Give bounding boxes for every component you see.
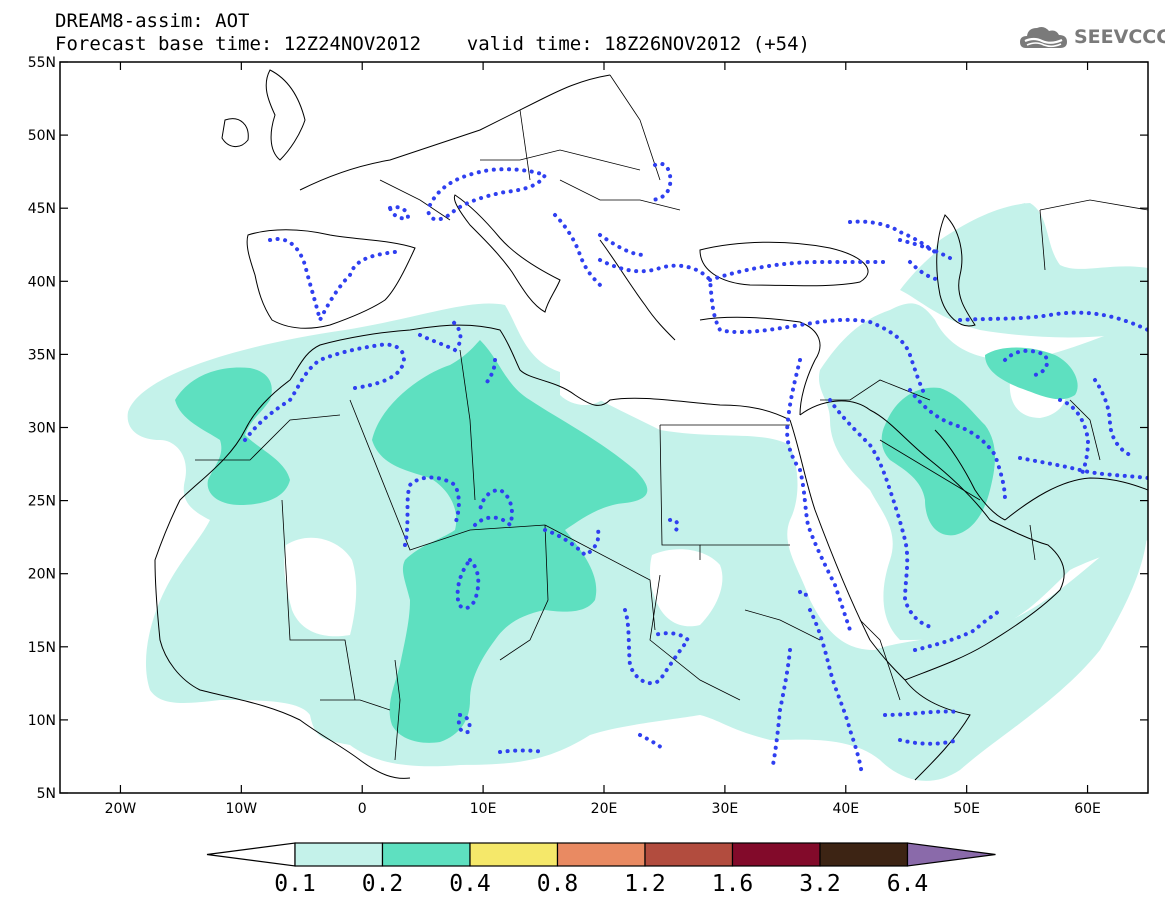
lat-tick-label: 25N	[28, 494, 56, 510]
colorbar-label: 6.4	[887, 871, 929, 897]
colorbar-label: 1.6	[712, 871, 754, 897]
country-borders	[195, 74, 1148, 761]
logo: SEEVCCC	[1018, 22, 1165, 52]
colorbar-box	[294, 842, 384, 867]
lon-tick-label: 50E	[953, 801, 980, 817]
lon-tick-label: 40E	[832, 801, 859, 817]
colorbar-under-triangle	[206, 842, 296, 867]
lon-tick-label: 10E	[470, 801, 497, 817]
colorbar: 0.1 0.2 0.4 0.8 1.2 1.6 3.2 6.4	[206, 842, 996, 897]
lat-tick-label: 15N	[28, 640, 56, 656]
lon-tick-label: 30E	[712, 801, 739, 817]
lat-tick-label: 5N	[37, 786, 56, 802]
lat-tick-label: 20N	[28, 567, 56, 583]
lat-tick-label: 50N	[28, 128, 56, 144]
colorbar-box	[731, 842, 821, 867]
lon-tick-label: 10W	[225, 801, 257, 817]
logo-text: SEEVCCC	[1074, 26, 1165, 48]
latitude-axis: 55N 50N 45N 40N 35N 30N 25N 20N 15N 10N 5N	[28, 55, 1148, 802]
title-line-1: DREAM8-assim: AOT	[55, 10, 250, 32]
aot-contours	[243, 161, 1148, 777]
colorbar-label: 0.2	[362, 871, 404, 897]
colorbar-over-triangle	[906, 842, 996, 867]
colorbar-label: 0.1	[274, 871, 316, 897]
lon-tick-label: 20E	[591, 801, 618, 817]
lat-tick-label: 55N	[28, 55, 56, 71]
coastlines	[154, 69, 1148, 781]
colorbar-label: 0.4	[449, 871, 491, 897]
lon-tick-label: 20W	[105, 801, 137, 817]
colorbar-box	[644, 842, 734, 867]
aot-clear-areas	[284, 371, 1067, 637]
cloud-icon	[1020, 27, 1067, 48]
longitude-axis: 20W 10W 0 10E 20E 30E 40E 50E 60E	[105, 62, 1101, 817]
colorbar-label: 0.8	[537, 871, 579, 897]
colorbar-box	[556, 842, 646, 867]
colorbar-label: 1.2	[624, 871, 666, 897]
lat-tick-label: 35N	[28, 347, 56, 363]
lat-tick-label: 45N	[28, 201, 56, 217]
lon-tick-label: 0	[358, 801, 367, 817]
map: 55N 50N 45N 40N 35N 30N 25N 20N 15N 10N 5N 20W 10W 0…	[28, 55, 1149, 817]
aot-shading-0.2	[175, 340, 1078, 743]
colorbar-box	[469, 842, 559, 867]
colorbar-label: 3.2	[799, 871, 841, 897]
lon-tick-label: 60E	[1074, 801, 1101, 817]
lat-tick-label: 40N	[28, 274, 56, 290]
title-line-2: Forecast base time: 12Z24NOV2012 valid t…	[55, 33, 810, 55]
colorbar-box	[381, 842, 471, 867]
lat-tick-label: 10N	[28, 713, 56, 729]
lat-tick-label: 30N	[28, 421, 56, 437]
colorbar-box	[819, 842, 909, 867]
